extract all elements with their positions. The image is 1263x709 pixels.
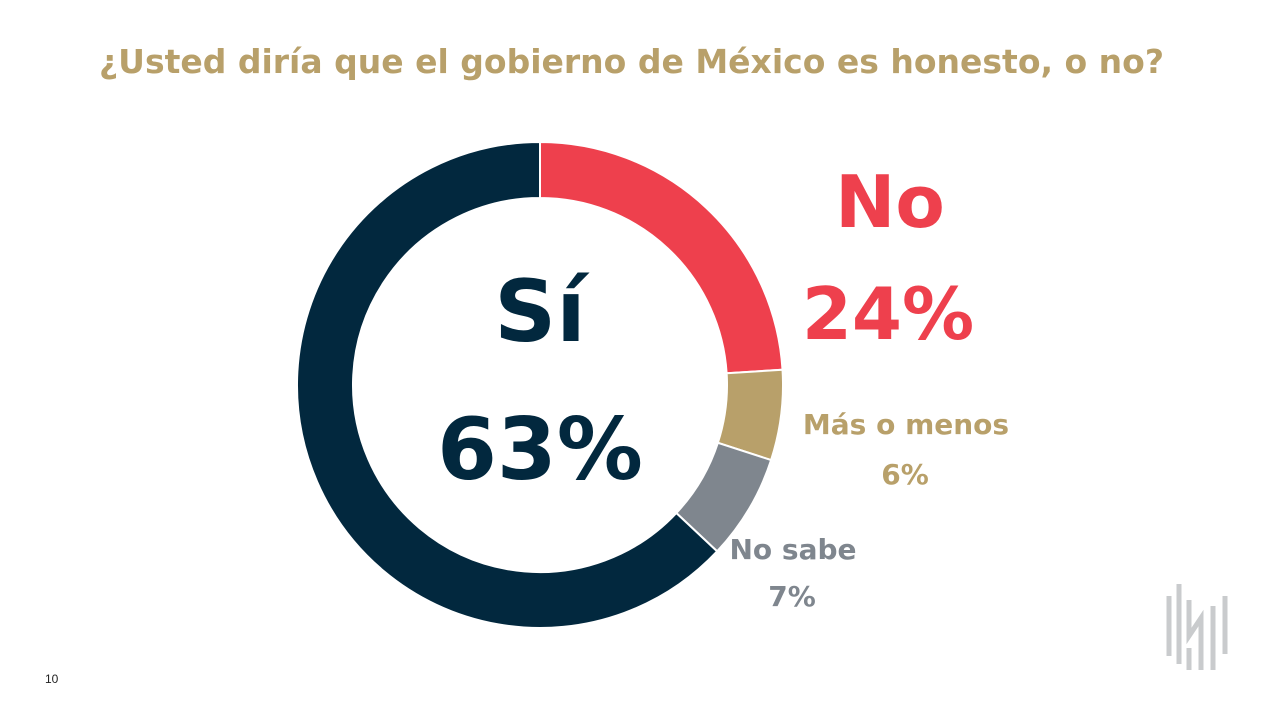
- company-logo-icon: [1165, 578, 1229, 677]
- slice-label-no-value: 24%: [801, 272, 975, 356]
- page-number: 10: [45, 672, 59, 686]
- slice-label-no-sabe-name: No sabe: [729, 533, 857, 566]
- slice-label-no-name: No: [835, 160, 945, 244]
- slice-label-mas-o-menos-name: Más o menos: [802, 408, 1010, 441]
- slice-label-no-sabe-value: 7%: [768, 580, 816, 613]
- donut-slice-si: [296, 140, 719, 629]
- slice-label-mas-o-menos-value: 6%: [881, 458, 929, 491]
- slice-label-si-name: Sí: [494, 262, 586, 362]
- slice-label-si-value: 63%: [437, 400, 643, 500]
- chart-title: ¿Usted diría que el gobierno de México e…: [99, 42, 1164, 81]
